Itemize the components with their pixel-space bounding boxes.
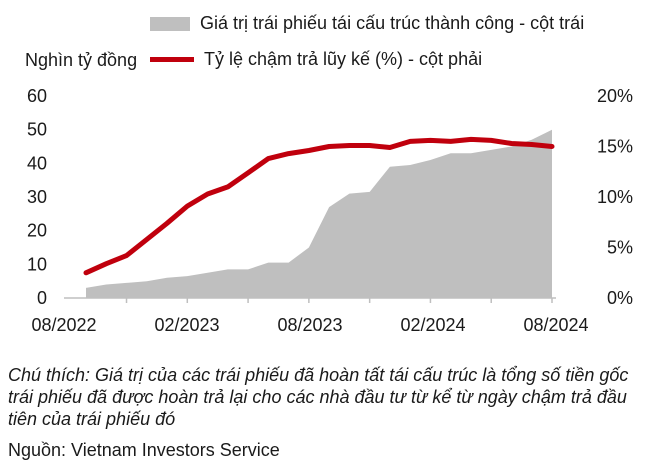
y-left-tick-label: 20	[27, 221, 47, 241]
y-left-tick-label: 0	[37, 288, 47, 308]
chart-source: Nguồn: Vietnam Investors Service	[8, 440, 280, 460]
chart-footnote: Chú thích: Giá trị của các trái phiếu đã…	[8, 365, 629, 429]
y-left-tick-label: 10	[27, 254, 47, 274]
line-layer	[83, 136, 555, 276]
legend-line: Tỷ lệ chậm trả lũy kế (%) - cột phải	[150, 49, 482, 70]
legend-line-label: Tỷ lệ chậm trả lũy kế (%) - cột phải	[204, 49, 483, 69]
y-right-tick-label: 15%	[597, 137, 633, 157]
y-left-tick-label: 60	[27, 86, 47, 106]
y-right-tick-label: 5%	[607, 238, 633, 258]
axis-layer	[64, 297, 556, 303]
legend-line-swatch	[150, 57, 194, 62]
x-tick-label: 08/2024	[523, 315, 588, 335]
area-series	[86, 129, 552, 298]
x-tick-label: 02/2024	[400, 315, 465, 335]
tick-layer: 0 10 20 30 40 50 60 0% 5% 10% 15% 20% 08/2022 02/2023…	[27, 86, 633, 335]
y-right-tick-label: 10%	[597, 187, 633, 207]
x-tick-label: 08/2022	[31, 315, 96, 335]
y-right-tick-label: 20%	[597, 86, 633, 106]
x-tick-label: 08/2023	[277, 315, 342, 335]
legend-area: Giá trị trái phiếu tái cấu trúc thành cô…	[150, 13, 584, 34]
x-tick-label: 02/2023	[154, 315, 219, 335]
chart: 0 10 20 30 40 50 60 0% 5% 10% 15% 20% 08/2022 02/2023…	[27, 86, 633, 335]
y-axis-unit-label: Nghìn tỷ đồng	[25, 50, 138, 70]
y-left-tick-label: 30	[27, 187, 47, 207]
y-left-tick-label: 50	[27, 120, 47, 140]
y-left-tick-label: 40	[27, 153, 47, 173]
y-right-tick-label: 0%	[607, 288, 633, 308]
legend-area-swatch	[150, 16, 190, 31]
area-layer	[86, 129, 552, 298]
legend-area-label: Giá trị trái phiếu tái cấu trúc thành cô…	[200, 13, 585, 33]
line-series	[83, 136, 555, 276]
